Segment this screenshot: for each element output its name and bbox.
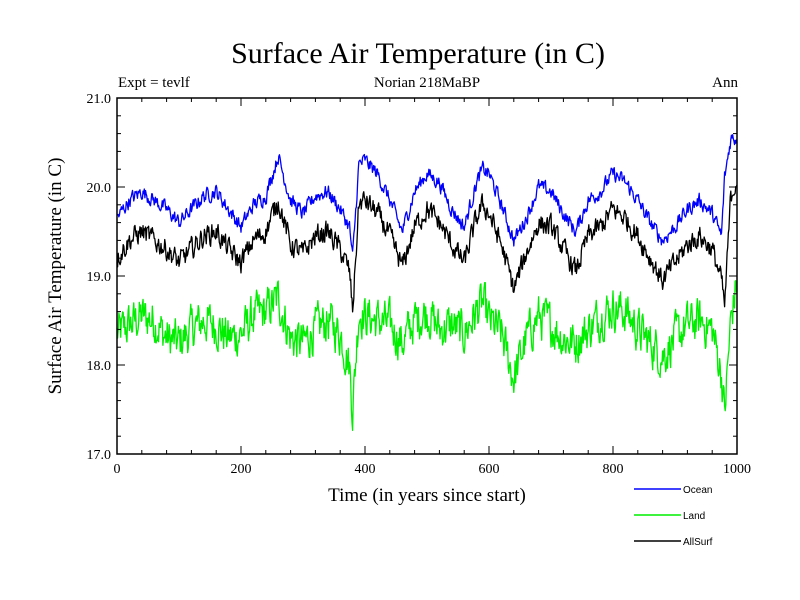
- x-tick-label: 200: [231, 462, 252, 477]
- season-label: Ann: [712, 75, 738, 91]
- legend-label-allsurf: AllSurf: [683, 537, 713, 548]
- series-line-allsurf: [116, 184, 738, 313]
- y-axis: 17.0 18.0 19.0 20.0 21.0: [87, 92, 737, 463]
- y-tick-label: 19.0: [87, 270, 112, 285]
- period-label: Norian 218MaBP: [374, 75, 480, 91]
- plot-frame: [116, 97, 738, 455]
- legend-label-land: Land: [683, 511, 705, 522]
- y-axis-label: Surface Air Temperature (in C): [45, 158, 66, 395]
- x-axis-label: Time (in years since start): [328, 485, 526, 506]
- legend: Ocean Land AllSurf: [634, 485, 713, 548]
- x-tick-label: 400: [355, 462, 376, 477]
- y-tick-label: 21.0: [87, 92, 112, 107]
- experiment-label: Expt = tevlf: [118, 75, 190, 91]
- x-tick-label: 600: [479, 462, 500, 477]
- y-tick-label: 20.0: [87, 181, 112, 196]
- plot-area: [116, 134, 738, 431]
- chart-title: Surface Air Temperature (in C): [231, 37, 605, 70]
- series-line-ocean: [116, 134, 738, 252]
- legend-label-ocean: Ocean: [683, 485, 712, 496]
- y-tick-label: 17.0: [87, 448, 112, 463]
- series-line-land: [116, 280, 738, 431]
- y-tick-label: 18.0: [87, 359, 112, 374]
- x-tick-label: 1000: [723, 462, 751, 477]
- x-tick-label: 0: [114, 462, 121, 477]
- x-tick-label: 800: [603, 462, 624, 477]
- x-axis: 0 200 400 600 800 1000: [114, 98, 751, 477]
